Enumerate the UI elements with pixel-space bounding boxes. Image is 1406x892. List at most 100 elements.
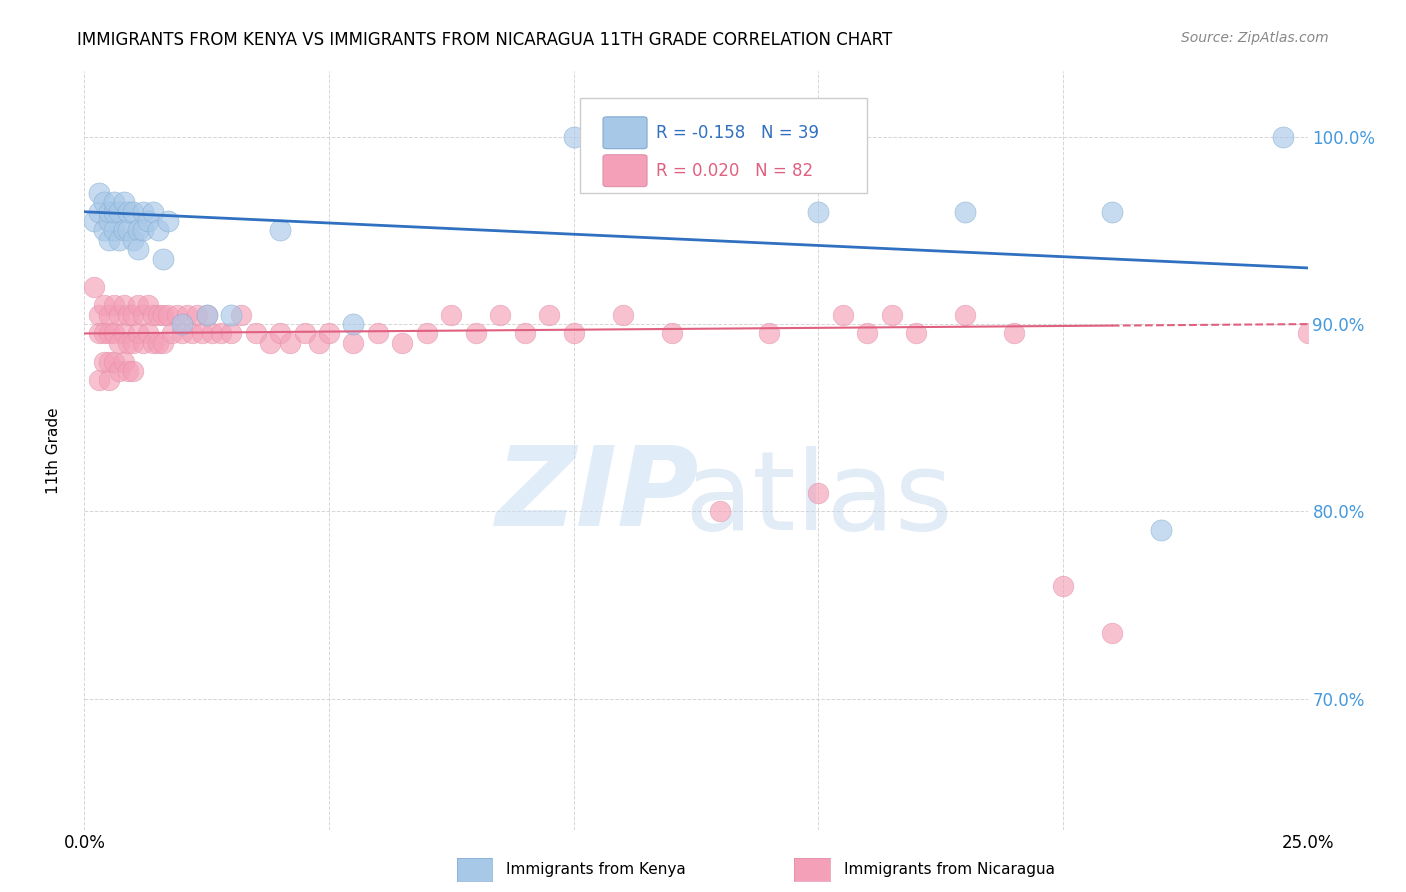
Point [162,326,184,341]
FancyBboxPatch shape [579,98,868,193]
Point [93,298,115,312]
Point [318,326,340,341]
Point [87,204,110,219]
Point [97,354,120,368]
Point [127,298,149,312]
Point [156,214,179,228]
Text: Immigrants from Kenya: Immigrants from Kenya [506,863,686,877]
Point [142,204,165,219]
Point [97,214,120,228]
Point [294,326,316,341]
Point [93,195,115,210]
Point [87,308,110,322]
Point [1052,579,1074,593]
Point [219,308,242,322]
Point [146,308,169,322]
Point [132,308,155,322]
Point [117,204,139,219]
Point [807,204,830,219]
Point [117,223,139,237]
Point [953,308,976,322]
Point [209,326,232,341]
Point [136,298,159,312]
Point [87,326,110,341]
Point [83,279,105,293]
Point [1101,626,1123,640]
Point [176,308,198,322]
Point [195,308,218,322]
Point [122,204,145,219]
Point [87,373,110,387]
Point [146,335,169,350]
Point [152,252,174,266]
Point [112,326,135,341]
Point [562,326,585,341]
Point [122,308,145,322]
Text: atlas: atlas [685,446,952,553]
Text: 11th Grade: 11th Grade [46,407,62,494]
Point [1101,204,1123,219]
Point [186,308,208,322]
Point [107,364,129,378]
Point [709,504,731,518]
Point [117,364,139,378]
Point [489,308,512,322]
Point [142,335,165,350]
Point [269,326,291,341]
Point [112,195,135,210]
Point [342,317,364,331]
Point [219,326,242,341]
Point [112,223,135,237]
Point [562,129,585,144]
Point [229,308,252,322]
Point [308,335,330,350]
Point [166,308,188,322]
Point [112,354,135,368]
Point [807,485,830,500]
Point [117,335,139,350]
Point [107,204,129,219]
Point [342,335,364,350]
Point [661,326,683,341]
Point [117,308,139,322]
Point [97,308,120,322]
Point [156,308,179,322]
Point [132,204,155,219]
Point [191,326,214,341]
Point [107,233,129,247]
Point [464,326,486,341]
Point [513,326,536,341]
Point [440,308,463,322]
Point [93,354,115,368]
Point [612,308,634,322]
Point [122,233,145,247]
Point [278,335,301,350]
Point [127,326,149,341]
Point [142,308,165,322]
Point [127,223,149,237]
Point [93,223,115,237]
Point [367,326,389,341]
Point [132,223,155,237]
Point [245,326,267,341]
Point [107,308,129,322]
Point [1272,129,1295,144]
Point [538,308,561,322]
Point [97,373,120,387]
Text: R = -0.158   N = 39: R = -0.158 N = 39 [655,124,818,142]
Point [136,326,159,341]
Point [132,335,155,350]
Text: Immigrants from Nicaragua: Immigrants from Nicaragua [844,863,1054,877]
Point [83,214,105,228]
Point [758,326,780,341]
Point [122,335,145,350]
Point [1296,326,1319,341]
Point [127,242,149,256]
Point [391,335,413,350]
FancyBboxPatch shape [603,117,647,149]
Point [195,308,218,322]
Point [831,308,853,322]
Point [103,354,125,368]
Point [93,326,115,341]
Point [1150,523,1173,537]
